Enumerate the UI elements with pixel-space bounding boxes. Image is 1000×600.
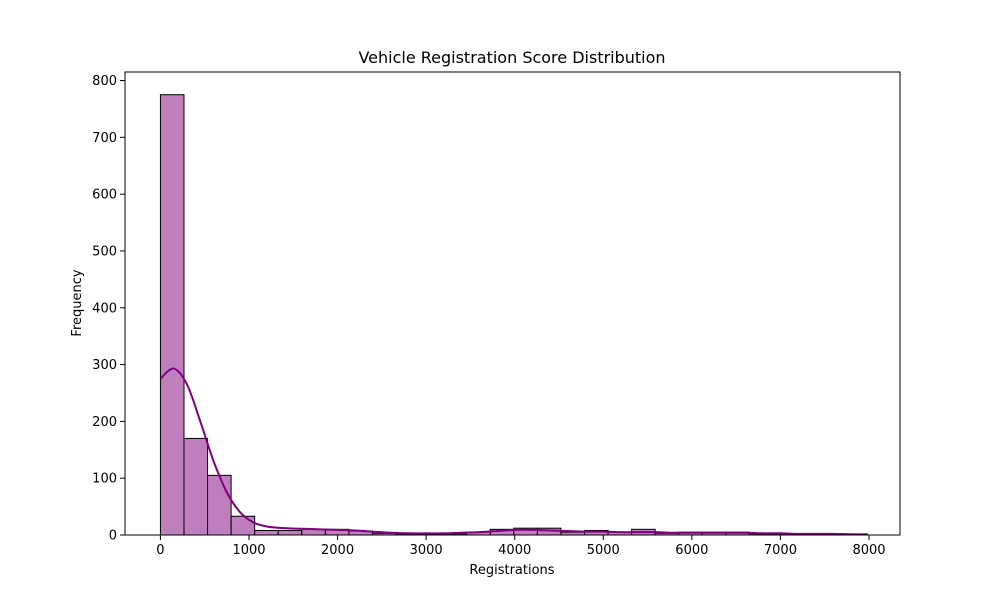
histogram-bar <box>254 529 279 536</box>
y-axis-ticks: 0 100 200 300 400 500 600 700 800 <box>92 74 125 544</box>
chart-title: Vehicle Registration Score Distribution <box>358 48 665 67</box>
x-axis-ticks: 0 1000 2000 3000 4000 5000 6000 7000 8000 <box>156 535 886 558</box>
bars-group <box>159 94 868 536</box>
x-tick-label: 6000 <box>675 543 708 558</box>
y-tick-label: 600 <box>92 188 117 203</box>
histogram-bar <box>159 94 185 536</box>
y-tick-label: 0 <box>109 529 117 544</box>
y-tick-label: 800 <box>92 74 117 89</box>
y-tick-label: 500 <box>92 244 117 259</box>
x-tick-label: 1000 <box>232 543 265 558</box>
x-axis-label: Registrations <box>469 563 554 578</box>
histogram-bar <box>183 437 209 536</box>
x-tick-label: 8000 <box>852 543 885 558</box>
y-axis-label: Frequency <box>70 269 85 336</box>
x-tick-label: 7000 <box>764 543 797 558</box>
y-tick-label: 200 <box>92 415 117 430</box>
plot-frame <box>124 71 901 536</box>
histogram-bar <box>230 515 256 536</box>
x-tick-label: 5000 <box>587 543 620 558</box>
x-tick-label: 4000 <box>498 543 531 558</box>
histogram-bar <box>207 474 232 536</box>
histogram-bar <box>277 529 303 536</box>
y-tick-label: 700 <box>92 131 117 146</box>
y-tick-label: 100 <box>92 472 117 487</box>
x-tick-label: 0 <box>156 543 164 558</box>
y-tick-label: 300 <box>92 358 117 373</box>
x-tick-label: 3000 <box>410 543 443 558</box>
x-tick-label: 2000 <box>321 543 354 558</box>
kde-line <box>159 367 865 536</box>
y-tick-label: 400 <box>92 301 117 316</box>
